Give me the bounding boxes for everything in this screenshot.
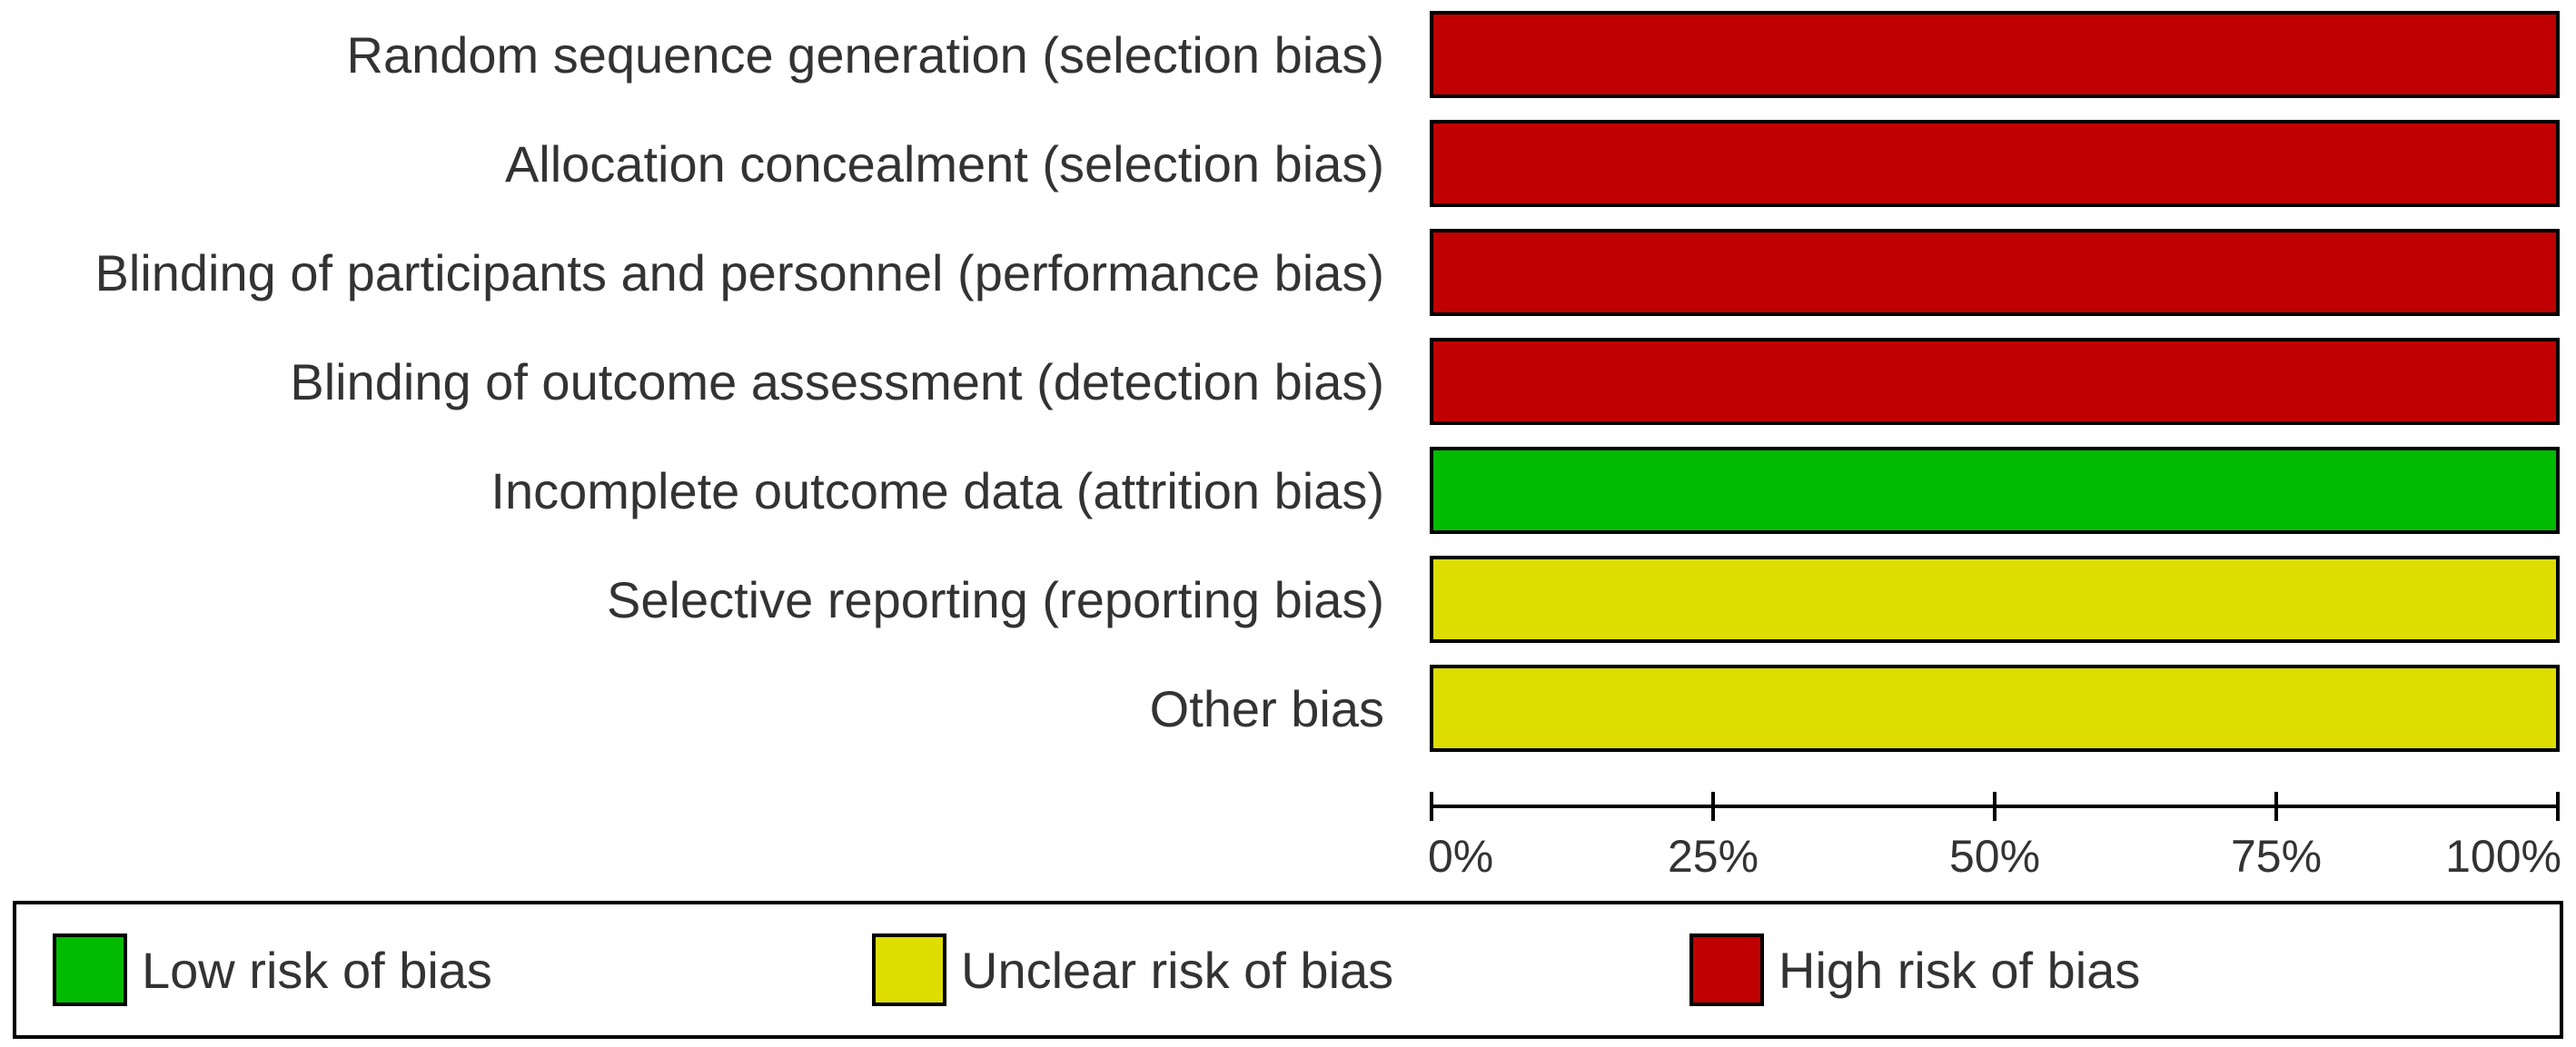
legend-label-low-risk-of-bias: Low risk of bias bbox=[142, 942, 492, 999]
category-label-7: Other bias bbox=[1150, 680, 1384, 737]
category-label-2: Allocation concealment (selection bias) bbox=[505, 135, 1384, 193]
x-tick-label-100: 100% bbox=[2445, 831, 2561, 882]
bars-group bbox=[1430, 11, 2560, 752]
x-tick-label-25: 25% bbox=[1668, 831, 1759, 882]
bar-2-high-risk-of-bias bbox=[1430, 120, 2560, 207]
bar-3-high-risk-of-bias bbox=[1430, 229, 2560, 316]
bar-4-high-risk-of-bias bbox=[1430, 338, 2560, 425]
category-labels-group: Random sequence generation (selection bi… bbox=[95, 26, 1384, 737]
legend: Low risk of bias Unclear risk of bias High… bbox=[13, 901, 2563, 1039]
bar-7-unclear-risk-of-bias bbox=[1430, 665, 2560, 752]
category-label-3: Blinding of participants and personnel (… bbox=[95, 244, 1384, 301]
legend-swatch-high-risk-of-bias bbox=[1689, 933, 1764, 1006]
legend-swatch-unclear-risk-of-bias bbox=[872, 933, 946, 1006]
legend-label-unclear-risk-of-bias: Unclear risk of bias bbox=[961, 942, 1393, 999]
x-tick-label-50: 50% bbox=[1949, 831, 2040, 882]
category-label-5: Incomplete outcome data (attrition bias) bbox=[490, 462, 1384, 519]
x-axis: 0% 25% 50% 75% 100% bbox=[1428, 792, 2561, 882]
category-label-1: Random sequence generation (selection bi… bbox=[347, 26, 1384, 84]
bar-5-low-risk-of-bias bbox=[1430, 447, 2560, 534]
x-tick-label-75: 75% bbox=[2231, 831, 2322, 882]
legend-label-high-risk-of-bias: High risk of bias bbox=[1778, 942, 2140, 999]
bar-1-high-risk-of-bias bbox=[1430, 11, 2560, 98]
x-tick-label-0: 0% bbox=[1428, 831, 1493, 882]
legend-box bbox=[13, 901, 2563, 1039]
bar-6-unclear-risk-of-bias bbox=[1430, 556, 2560, 643]
legend-swatch-low-risk-of-bias bbox=[53, 933, 127, 1006]
category-label-6: Selective reporting (reporting bias) bbox=[607, 571, 1384, 628]
category-label-4: Blinding of outcome assessment (detectio… bbox=[290, 353, 1384, 410]
